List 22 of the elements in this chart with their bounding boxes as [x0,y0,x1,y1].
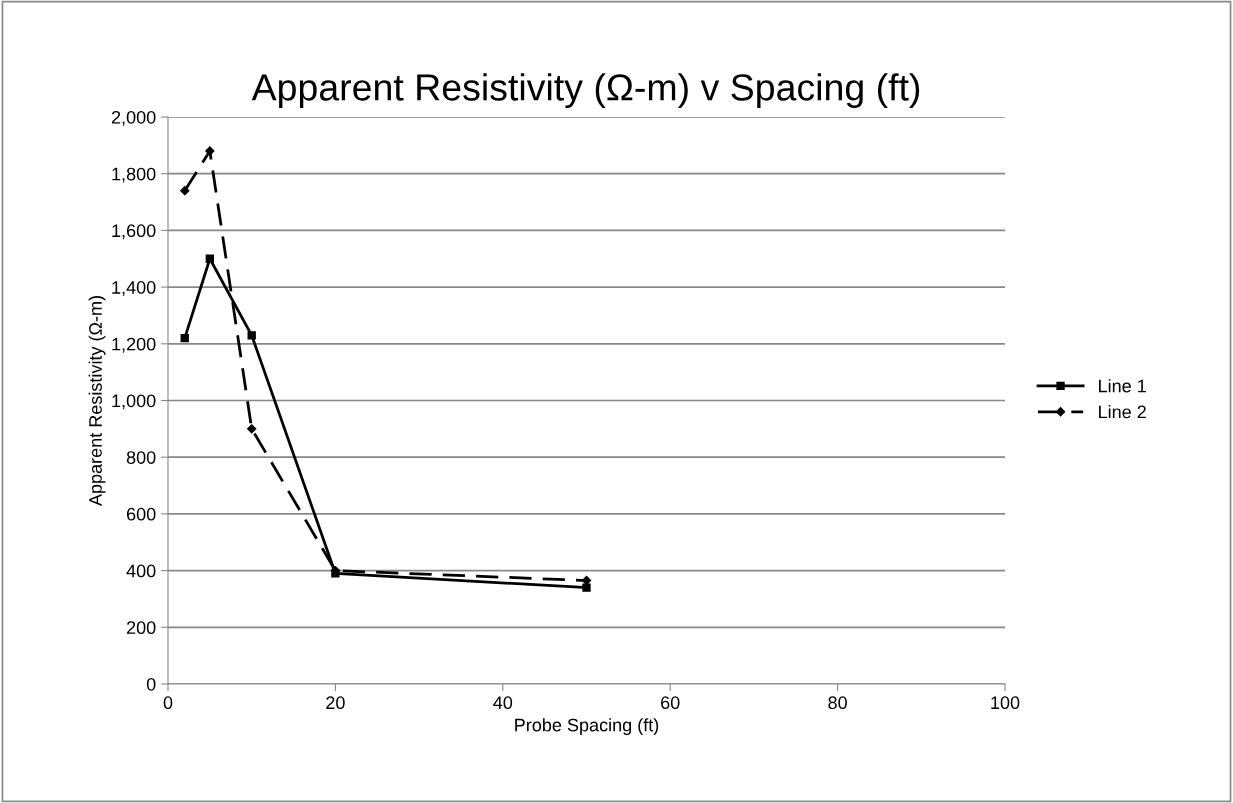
y-tick-label: 2,000 [111,110,156,126]
y-tick-label: 200 [126,621,156,635]
x-tick-label: 20 [326,696,345,710]
y-tick-label: 1,200 [112,337,156,353]
legend-label: Line 2 [1099,405,1146,419]
y-tick-label: 1,800 [112,167,156,183]
y-tick-label: 600 [126,507,156,521]
y-tick-label: 1,000 [112,394,156,410]
chart-title: Apparent Resistivity (Ω-m) v Spacing (ft) [251,73,920,109]
x-axis-title: Probe Spacing (ft) [515,718,659,736]
y-tick-label: 800 [126,451,156,464]
y-axis-title: Apparent Resistivity (Ω-m) [88,296,106,507]
y-tick-label: 1,400 [112,281,156,296]
x-tick-label: 80 [828,696,847,710]
x-tick-label: 100 [991,696,1020,710]
x-tick-label: 0 [163,696,173,710]
x-tick-label: 60 [661,696,680,710]
y-tick-label: 1,600 [112,224,156,240]
legend-label: Line 1 [1099,379,1146,393]
x-tick-label: 40 [493,696,513,710]
y-tick-label: 0 [146,677,156,691]
y-tick-label: 400 [126,564,156,578]
